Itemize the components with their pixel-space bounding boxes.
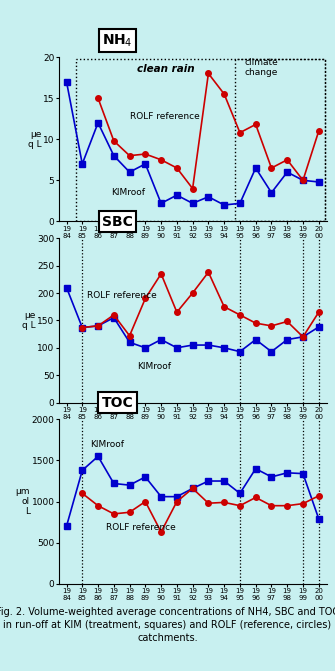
Bar	[235, 58, 325, 221]
Text: ROLF reference: ROLF reference	[130, 111, 199, 121]
Text: ROLF reference: ROLF reference	[106, 523, 176, 531]
Y-axis label: µe
q L: µe q L	[28, 130, 42, 149]
Text: NH$_4$: NH$_4$	[102, 32, 133, 49]
Text: KIMroof: KIMroof	[90, 440, 124, 450]
Text: KIMroof: KIMroof	[111, 188, 145, 197]
Text: SBC: SBC	[102, 215, 133, 229]
Y-axis label: µm
ol
L: µm ol L	[15, 486, 30, 517]
Text: KIMroof: KIMroof	[137, 362, 172, 370]
Text: Fig. 2. Volume-weighted average concentrations of NH4, SBC and TOC
in run-off at: Fig. 2. Volume-weighted average concentr…	[0, 607, 335, 643]
Y-axis label: µe
q L: µe q L	[22, 311, 36, 330]
Text: clean rain: clean rain	[137, 64, 195, 74]
Text: ROLF reference: ROLF reference	[87, 291, 157, 301]
Text: climate
change: climate change	[245, 58, 278, 77]
Text: TOC: TOC	[102, 396, 133, 410]
